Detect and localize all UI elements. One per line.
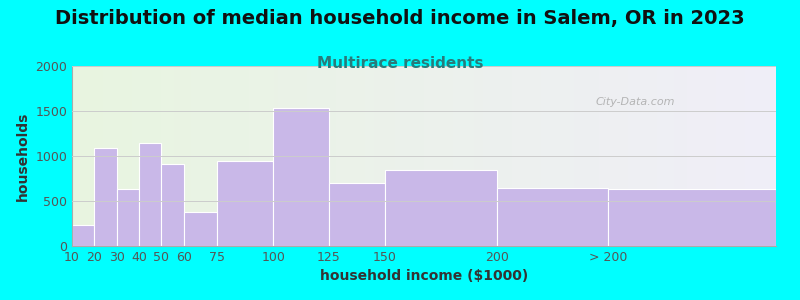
Y-axis label: households: households	[16, 111, 30, 201]
Bar	[139, 143, 162, 246]
Bar	[329, 183, 385, 246]
Text: Distribution of median household income in Salem, OR in 2023: Distribution of median household income …	[55, 9, 745, 28]
Bar	[94, 148, 117, 246]
Text: City-Data.com: City-Data.com	[595, 97, 675, 107]
X-axis label: household income ($1000): household income ($1000)	[320, 269, 528, 284]
Bar	[184, 212, 218, 246]
Bar	[162, 164, 184, 246]
Text: Multirace residents: Multirace residents	[317, 56, 483, 70]
Bar	[273, 108, 329, 246]
Bar	[117, 189, 139, 246]
Bar	[608, 189, 776, 246]
Bar	[72, 225, 94, 246]
Bar	[385, 169, 497, 246]
Bar	[497, 188, 608, 246]
Bar	[218, 160, 273, 246]
